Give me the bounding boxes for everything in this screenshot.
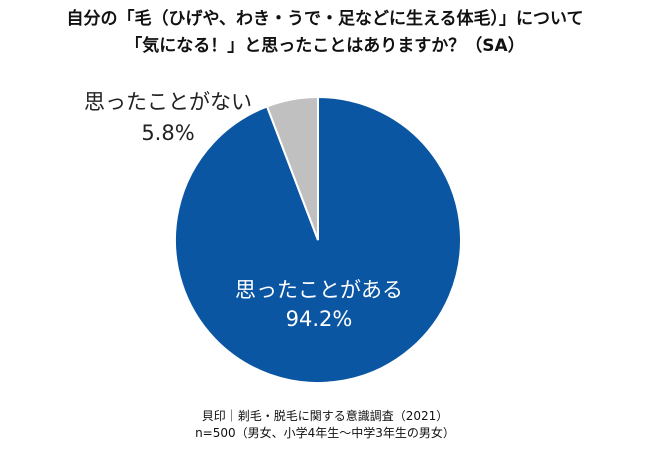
chart-title-line-1: 自分の「毛（ひげや、わき・うで・足などに生える体毛）」について <box>66 9 584 29</box>
slice-value-yes: 94.2% <box>286 307 353 331</box>
chart-title: 自分の「毛（ひげや、わき・うで・足などに生える体毛）」について 「気になる！」と… <box>0 6 650 60</box>
pie-slice-no <box>265 95 319 241</box>
pie-labels: 思ったことがある 94.2% 思ったことがない 5.8% <box>84 90 403 331</box>
slice-value-no: 5.8% <box>141 121 194 145</box>
pie-slices <box>174 95 462 384</box>
source-line: 貝印｜剃毛・脱毛に関する意識調査（2021） <box>201 409 449 423</box>
slice-label-no: 思ったことがない <box>84 90 252 114</box>
sample-line: n=500（男女、小学4年生～中学3年生の男女） <box>195 426 455 440</box>
chart-title-line-2: 「気になる！」と思ったことはありますか？（SA） <box>125 36 525 56</box>
chart-source-note: 貝印｜剃毛・脱毛に関する意識調査（2021） n=500（男女、小学4年生～中学… <box>0 408 650 442</box>
slice-label-yes: 思ったことがある <box>235 278 403 302</box>
